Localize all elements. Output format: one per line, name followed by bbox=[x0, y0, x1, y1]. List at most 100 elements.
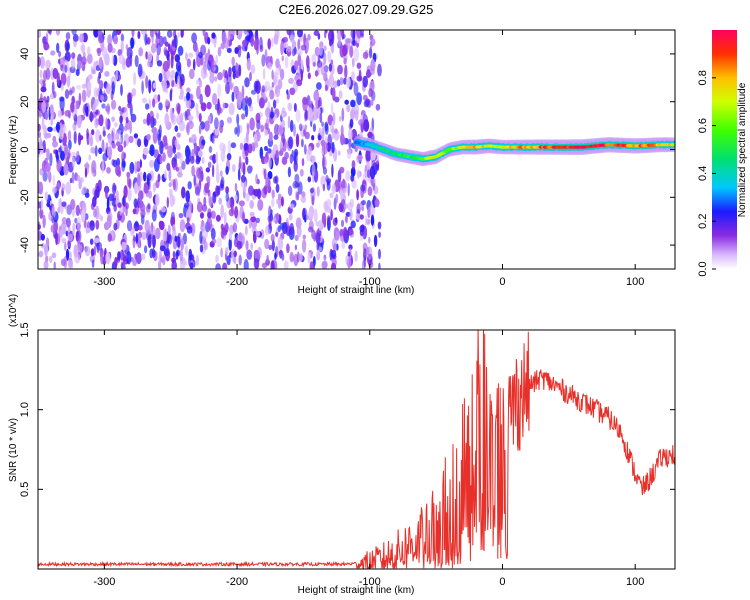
spectrogram-noise-cell bbox=[120, 40, 124, 52]
spectrogram-noise-cell bbox=[289, 251, 295, 263]
spectrogram-noise-cell bbox=[297, 53, 302, 67]
spectrogram-y-tick-label: 20 bbox=[19, 96, 31, 108]
spectrogram-noise-cell bbox=[281, 253, 285, 261]
spectrogram-noise-cell bbox=[298, 123, 303, 132]
spectrogram-noise-cell bbox=[95, 109, 100, 116]
spectrogram-noise-cell bbox=[148, 178, 151, 191]
spectrogram-noise-cell bbox=[222, 102, 225, 110]
spectrogram-noise-cell bbox=[50, 50, 56, 56]
spectrogram-noise-cell bbox=[245, 35, 251, 41]
spectrogram-noise-cell bbox=[59, 229, 64, 239]
spectrogram-noise-cell bbox=[51, 205, 56, 218]
spectrogram-noise-cell bbox=[40, 92, 43, 102]
spectrogram-noise-cell bbox=[171, 40, 176, 47]
spectrogram-noise-cell bbox=[302, 98, 308, 112]
spectrogram-noise-cell bbox=[365, 215, 368, 226]
spectrogram-noise-cell bbox=[97, 30, 103, 36]
spectrogram-noise-cell bbox=[99, 80, 104, 90]
spectrogram-noise-cell bbox=[367, 246, 373, 260]
spectrogram-noise-cell bbox=[79, 62, 84, 69]
chart-title: C2E6.2026.027.09.29.G25 bbox=[279, 2, 434, 17]
spectrogram-noise-cell bbox=[293, 253, 299, 267]
spectrogram-noise-cell bbox=[293, 123, 296, 137]
spectrogram-noise-cell bbox=[249, 117, 255, 131]
spectrogram-noise-cell bbox=[187, 121, 194, 130]
spectrogram-noise-cell bbox=[236, 113, 240, 125]
spectrogram-noise-cell bbox=[280, 41, 285, 55]
spectrogram-noise-cell bbox=[243, 218, 249, 224]
spectrogram-noise-cell bbox=[179, 219, 186, 233]
spectrogram-noise-cell bbox=[149, 110, 154, 122]
spectrogram-noise-cell bbox=[366, 169, 371, 179]
spectrogram-noise-cell bbox=[275, 150, 279, 159]
spectrogram-noise-cell bbox=[238, 64, 242, 77]
spectrogram-noise-cell bbox=[286, 89, 289, 95]
spectrogram-noise-cell bbox=[240, 174, 246, 183]
spectrogram-noise-cell bbox=[260, 229, 265, 240]
spectrogram-noise-cell bbox=[357, 154, 363, 161]
snr-y-multiplier: (x10^4) bbox=[8, 294, 19, 327]
spectrogram-noise-cell bbox=[249, 71, 252, 82]
spectrogram-noise-cell bbox=[250, 242, 253, 250]
spectrogram-noise-cell bbox=[269, 89, 275, 100]
spectrogram-noise-cell bbox=[356, 189, 359, 201]
spectrogram-noise-cell bbox=[57, 110, 62, 118]
spectrogram-noise-cell bbox=[259, 146, 264, 159]
spectrogram-noise-cell bbox=[294, 234, 299, 242]
spectrogram-noise-cell bbox=[326, 215, 331, 225]
spectrogram-noise-cell bbox=[170, 70, 176, 79]
spectrogram-noise-cell bbox=[350, 107, 356, 120]
spectrogram-noise-cell bbox=[249, 165, 253, 172]
spectrogram-noise-cell bbox=[226, 153, 232, 161]
spectrogram-noise-cell bbox=[336, 243, 339, 251]
spectrogram-noise-cell bbox=[74, 113, 78, 126]
spectrogram-noise-cell bbox=[275, 183, 280, 193]
spectrogram-noise-cell bbox=[235, 62, 239, 73]
spectrogram-noise-cell bbox=[151, 209, 157, 222]
spectrogram-noise-cell bbox=[193, 141, 198, 155]
spectrogram-noise-cell bbox=[207, 60, 211, 71]
spectrogram-y-tick-label: -20 bbox=[19, 189, 31, 205]
spectrogram-noise-cell bbox=[223, 143, 226, 154]
spectrogram-noise-cell bbox=[44, 243, 48, 256]
spectrogram-noise-cell bbox=[264, 129, 268, 137]
spectrogram-noise-cell bbox=[261, 54, 266, 67]
spectrogram-noise-cell bbox=[135, 232, 139, 244]
spectrogram-noise-cell bbox=[287, 166, 291, 178]
spectrogram-noise-cell bbox=[120, 33, 125, 43]
spectrogram-noise-cell bbox=[137, 31, 141, 39]
spectrogram-noise-cell bbox=[225, 81, 231, 95]
spectrogram-noise-cell bbox=[84, 167, 88, 178]
spectrogram-noise-cell bbox=[225, 247, 229, 256]
spectrogram-noise-cell bbox=[129, 161, 135, 174]
spectrogram-noise-cell bbox=[66, 75, 71, 88]
spectrogram-noise-cell bbox=[164, 170, 167, 179]
spectrogram-noise-cell bbox=[289, 203, 295, 209]
spectrogram-noise-cell bbox=[327, 50, 332, 63]
spectrogram-noise-cell bbox=[188, 248, 193, 261]
spectrogram-noise-cell bbox=[271, 217, 277, 223]
spectrogram-noise-cell bbox=[256, 178, 260, 185]
spectrogram-noise-cell bbox=[281, 222, 288, 234]
spectrogram-noise-cell bbox=[268, 217, 272, 230]
spectrogram-noise-cell bbox=[271, 239, 275, 252]
colorbar-tick-label: 0.8 bbox=[697, 70, 709, 85]
spectrogram-noise-cell bbox=[115, 190, 119, 201]
spectrogram-noise-cell bbox=[334, 128, 338, 134]
spectrogram-noise-cell bbox=[324, 123, 329, 135]
spectrogram-noise-cell bbox=[107, 134, 113, 144]
spectrogram-noise-cell bbox=[245, 240, 249, 251]
spectrogram-noise-cell bbox=[254, 141, 259, 148]
spectrogram-noise-cell bbox=[70, 57, 76, 70]
spectrogram-noise-cell bbox=[275, 231, 279, 237]
spectrogram-noise-cell bbox=[141, 231, 147, 240]
spectrogram-noise-cell bbox=[160, 257, 165, 263]
spectrogram-noise-cell bbox=[111, 99, 117, 110]
spectrogram-noise-cell bbox=[121, 197, 125, 205]
spectrogram-noise-cell bbox=[121, 241, 127, 251]
spectrogram-noise-cell bbox=[231, 56, 235, 67]
spectrogram-noise-cell bbox=[362, 75, 369, 88]
spectrogram-noise-cell bbox=[81, 83, 87, 89]
spectrogram-noise-cell bbox=[141, 97, 148, 104]
